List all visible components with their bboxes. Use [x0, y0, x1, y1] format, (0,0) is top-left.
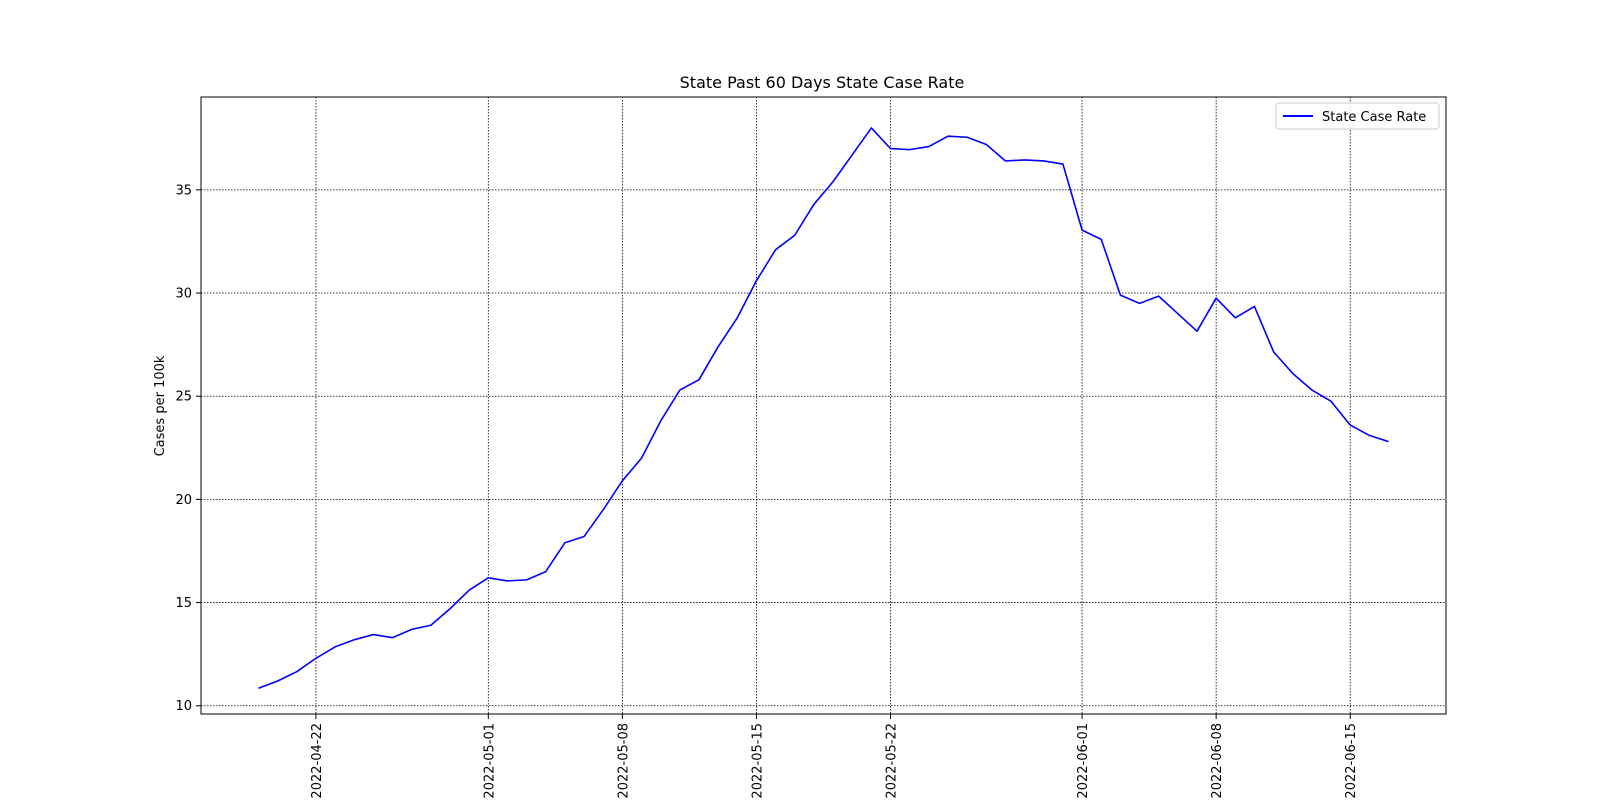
x-tick-label: 2022-05-01 [482, 723, 497, 799]
x-tick-label: 2022-06-08 [1210, 723, 1225, 799]
y-axis-label: Cases per 100k [153, 355, 168, 456]
x-tick-label: 2022-06-15 [1344, 723, 1359, 799]
y-axis: 10 15 20 25 30 35 [175, 183, 201, 714]
y-tick-label: 20 [175, 493, 192, 508]
x-tick-label: 2022-05-15 [750, 723, 765, 799]
y-tick-label: 25 [175, 390, 192, 405]
chart-title: State Past 60 Days State Case Rate [680, 73, 965, 92]
x-tick-label: 2022-04-22 [310, 723, 325, 799]
x-axis: 2022-04-22 2022-05-01 2022-05-08 2022-05-15… [310, 714, 1359, 799]
series-line-state-case-rate [258, 127, 1389, 689]
y-tick-label: 10 [175, 699, 192, 714]
x-tick-label: 2022-06-01 [1076, 723, 1091, 799]
legend: State Case Rate [1275, 102, 1440, 130]
y-tick-label: 15 [175, 596, 192, 611]
x-tick-label: 2022-05-08 [616, 723, 631, 799]
plot-area-frame [200, 96, 1447, 715]
x-tick-label: 2022-05-22 [885, 723, 900, 799]
legend-box [1275, 102, 1440, 130]
series-layer [258, 127, 1389, 689]
legend-entry-label: State Case Rate [1322, 110, 1426, 125]
y-tick-label: 30 [175, 287, 192, 302]
y-tick-label: 35 [175, 183, 192, 198]
grid [201, 97, 1446, 714]
